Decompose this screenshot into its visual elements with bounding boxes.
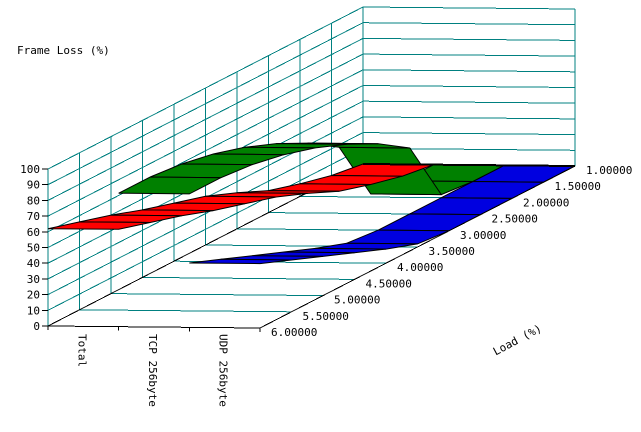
wall-right-gridline xyxy=(362,85,576,88)
floor-right-edge xyxy=(259,165,576,329)
value-tick-label: 100 xyxy=(20,163,40,176)
ribbon-segment xyxy=(346,229,450,245)
value-tick-label: 80 xyxy=(27,194,40,207)
series-tick-label: Total xyxy=(75,334,88,367)
back-wall-base-edge xyxy=(362,163,576,167)
value-tick-label: 30 xyxy=(27,273,40,286)
value-tick-label: 20 xyxy=(27,289,40,302)
load-tick-label: 4.00000 xyxy=(397,261,443,274)
ribbon-segment xyxy=(142,202,245,212)
load-tick-label: 4.50000 xyxy=(366,277,412,290)
ribbon-segment xyxy=(268,183,371,192)
axis-labels: 0 10 20 30 40 50 60 70 80 90 100 1.00000 1.50000 2.00… xyxy=(20,163,632,407)
wall-right-gridline xyxy=(362,53,576,57)
load-tick-label: 1.50000 xyxy=(555,180,601,193)
axis-ticks xyxy=(42,168,261,332)
value-tick-label: 70 xyxy=(27,210,40,223)
ribbon-segment xyxy=(189,258,292,265)
wall-right-gridline xyxy=(362,116,576,120)
floor-gridline xyxy=(142,276,355,280)
wall-right-gridline xyxy=(362,22,576,26)
ribbon-segment xyxy=(118,176,222,195)
value-tick-label: 0 xyxy=(33,320,40,333)
wall-right-gridline xyxy=(362,100,576,104)
wall-right-gridline xyxy=(362,37,576,41)
load-tick-label: 6.00000 xyxy=(271,326,317,339)
load-tick-label: 3.50000 xyxy=(429,245,475,258)
wall-right-gridline xyxy=(362,132,576,136)
floor-front-edge xyxy=(47,325,261,329)
series-tick-label: UDP 256byte xyxy=(217,334,230,407)
value-axis-title: Frame Loss (%) xyxy=(17,44,110,57)
front-edges xyxy=(47,163,576,329)
value-tick-label: 10 xyxy=(27,304,40,317)
series-tick-label: TCP 256byte xyxy=(146,334,159,407)
load-tick-label: 2.00000 xyxy=(523,196,569,209)
ribbon-segment xyxy=(47,221,151,230)
wall-right-gridline xyxy=(362,69,576,73)
load-tick-label: 1.00000 xyxy=(586,164,632,177)
ribbon-segment xyxy=(173,195,277,205)
load-tick-label: 3.00000 xyxy=(460,229,506,242)
value-tick-label: 90 xyxy=(27,179,40,192)
value-tick-label: 40 xyxy=(27,257,40,270)
series-total xyxy=(47,163,434,230)
value-tick-label: 60 xyxy=(27,226,40,239)
load-tick-label: 2.50000 xyxy=(492,213,538,226)
load-tick-label: 5.50000 xyxy=(303,310,349,323)
series-udp-256byte xyxy=(189,164,576,265)
floor-gridline xyxy=(79,309,292,313)
floor-gridline xyxy=(110,293,324,297)
load-tick-label: 5.00000 xyxy=(334,294,380,307)
wall-right-gridline xyxy=(362,6,576,10)
ribbons xyxy=(47,142,576,265)
value-tick-label: 50 xyxy=(27,242,40,255)
ribbon-segment xyxy=(79,214,182,224)
